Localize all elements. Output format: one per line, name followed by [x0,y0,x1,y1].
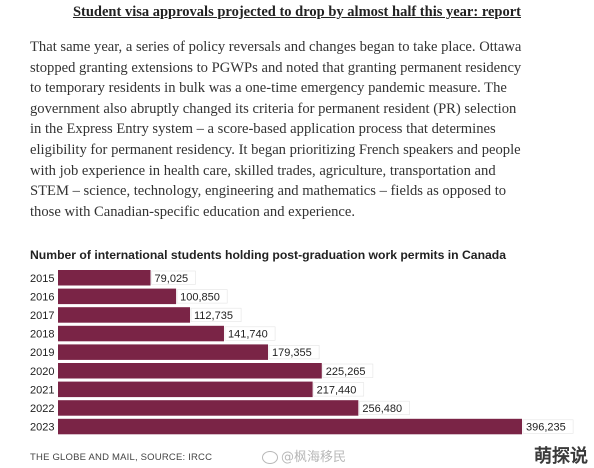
tick-label-year: 2016 [30,291,54,303]
tick-label-year: 2021 [30,384,54,396]
body-line: those with Canadian-specific education a… [30,203,355,220]
data-label: 141,740 [228,329,268,341]
bar [58,270,151,286]
bar [58,400,359,416]
body-line: in the Express Entry system – a score-ba… [30,121,496,138]
chart-title: Number of international students holding… [30,248,507,262]
data-label: 225,265 [326,366,366,378]
tick-label-year: 2018 [30,329,54,341]
data-label-bg [313,382,365,397]
tick-label-year: 2022 [30,403,54,415]
headline: Student visa approvals projected to drop… [72,4,522,20]
data-label: 179,355 [272,347,312,359]
body-line: stopped granting extensions to PGWPs and… [30,59,522,76]
tick-label-year: 2017 [30,310,54,322]
body-line: That same year, a series of policy rever… [30,39,522,55]
data-label: 100,850 [180,291,220,303]
bar [58,381,313,398]
bar [58,344,269,360]
bar [58,325,224,342]
weibo-icon [262,451,278,464]
body-line: eligibility for permanent residency. It … [30,141,521,158]
tick-label-year: 2019 [30,347,54,359]
data-label-bg [522,419,574,434]
body-line: STEM – science, technology, engineering … [30,183,507,200]
data-label-bg [176,289,228,304]
data-label: 256,480 [362,403,402,415]
body-line: to temporary residents in bulk was a one… [30,80,507,97]
data-label: 112,735 [194,310,233,322]
bar [58,418,522,435]
tick-label-year: 2015 [30,273,54,285]
data-label: 217,440 [317,384,357,396]
data-label-bg [151,270,196,285]
bar-chart: 2015 79,025 2016 100,850 2017 112,735 2018 141,… [30,270,574,435]
watermark-corner: 萌探说 [534,446,588,467]
data-label-bg [359,400,410,415]
data-label: 79,025 [155,273,189,285]
data-label-bg [190,307,242,323]
tick-label-year: 2023 [30,422,54,434]
tick-label-year: 2020 [30,366,54,378]
body-line: with job experience in health care, skil… [30,162,496,179]
data-label: 396,235 [526,422,566,434]
bar [58,363,322,379]
watermark-center: @枫海移民 [262,446,346,465]
watermark-text: @枫海移民 [281,450,347,465]
source-credit: THE GLOBE AND MAIL, SOURCE: IRCC [30,452,213,463]
data-label-bg [322,363,374,378]
article-body: That same year, a series of policy rever… [30,37,570,222]
bar [58,288,177,305]
bar [58,307,191,323]
data-label-bg [268,345,320,360]
data-label-bg [224,326,276,341]
body-line: government also abruptly changed its cri… [30,100,517,117]
